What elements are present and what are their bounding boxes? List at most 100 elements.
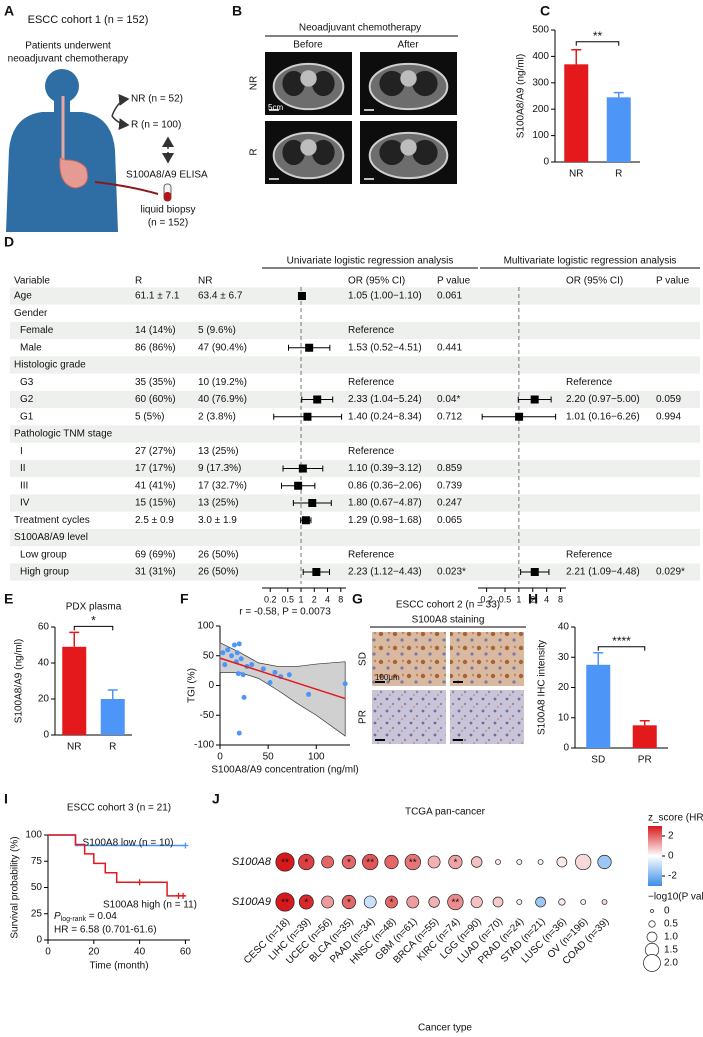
row-shade <box>10 390 700 409</box>
point <box>241 694 247 700</box>
y-tick-label: 500 <box>532 25 549 36</box>
odds-ratio <box>297 292 306 300</box>
point <box>222 662 228 668</box>
staining-image <box>372 632 446 686</box>
p-value: Plog-rank = 0.04 <box>54 911 117 924</box>
row-shade <box>10 563 700 581</box>
column-header: NR <box>198 276 212 287</box>
table-cell: Reference <box>348 325 395 336</box>
point <box>249 662 255 668</box>
censor-mark <box>136 879 143 886</box>
ci-cap <box>481 413 557 420</box>
column-group-title: Multivariate logistic regression analysi… <box>504 256 677 267</box>
bubble <box>535 896 546 908</box>
error-bar <box>69 631 80 647</box>
size-key <box>646 931 658 943</box>
size-key-label: 0 <box>664 906 670 917</box>
group-label: NR (n = 52) <box>131 94 183 105</box>
odds-ratio <box>530 395 539 404</box>
chart-title: TCGA pan-cancer <box>405 807 486 818</box>
table-cell: 14 (14%) <box>135 325 176 336</box>
column-header: R <box>135 276 142 287</box>
bubble <box>537 859 544 865</box>
column-label: Before <box>293 40 323 51</box>
chart-title: PDX plasma <box>66 602 122 613</box>
confidence-band <box>219 642 346 737</box>
staining-title: ESCC cohort 2 (n = 33) <box>396 600 500 611</box>
column-header: Variable <box>14 276 50 287</box>
table-cell: Female <box>20 325 54 336</box>
x-tick-label: R <box>615 169 622 180</box>
ci-cap <box>288 344 331 351</box>
table-cell: G2 <box>20 394 34 405</box>
table-cell: 1.29 (0.98−1.68) <box>348 515 422 526</box>
y-tick-label: 50 <box>31 882 43 893</box>
table-cell: 0.739 <box>437 480 462 491</box>
table-cell: 0.859 <box>437 463 462 474</box>
panel-label: B <box>232 3 242 19</box>
table-cell: Reference <box>566 377 613 388</box>
scale-label: 5cm <box>268 103 283 112</box>
table-cell: 69 (69%) <box>135 549 176 560</box>
table-cell: 0.061 <box>437 291 462 302</box>
table-cell: 5 (5%) <box>135 411 164 422</box>
table-cell: 26 (50%) <box>198 567 239 578</box>
size-key-label: 1.5 <box>664 945 678 956</box>
column-header: OR (95% CI) <box>566 276 623 287</box>
point <box>306 691 312 697</box>
table-cell: High group <box>20 567 69 578</box>
diagram-intro: neoadjuvant chemotherapy <box>8 54 129 65</box>
staining-image <box>372 690 446 744</box>
arrow <box>111 93 130 117</box>
row-label: NR <box>249 76 260 90</box>
row-shade <box>10 494 700 512</box>
table-cell: II <box>20 463 26 474</box>
table-cell: 35 (35%) <box>135 377 176 388</box>
y-tick-label: 30 <box>558 652 570 663</box>
bubble <box>575 853 592 871</box>
table-cell: 31 (31%) <box>135 567 176 578</box>
point <box>238 656 244 662</box>
human-head <box>45 69 79 103</box>
legend-label: S100A8 low (n = 10) <box>83 838 174 849</box>
odds-ratio <box>298 464 307 473</box>
significance-label: ** <box>409 858 417 869</box>
bubble <box>556 856 568 868</box>
table-cell: 1.80 (0.67−4.87) <box>348 498 422 509</box>
ci-cap <box>280 482 316 489</box>
table-cell: 0.023* <box>437 567 466 578</box>
table-cell: 0.065 <box>437 515 462 526</box>
x-tick-label: 60 <box>180 947 192 958</box>
color-tick-label: 0 <box>668 851 674 862</box>
error-bar <box>571 49 582 65</box>
bubble <box>363 895 377 909</box>
bubble <box>470 895 483 909</box>
significance-bracket <box>575 41 620 46</box>
x-tick-label: 0 <box>217 752 223 763</box>
size-key-label: 1.0 <box>664 932 678 943</box>
table-cell: Age <box>14 291 32 302</box>
x-axis-title: Cancer type <box>418 1023 472 1034</box>
panel-label: C <box>540 3 550 19</box>
table-cell: S100A8/A9 level <box>14 532 88 543</box>
significance-label: * <box>390 898 394 909</box>
odds-ratio <box>313 395 322 404</box>
bubble <box>447 893 464 911</box>
table-cell: 27 (27%) <box>135 446 176 457</box>
row-shade <box>10 356 700 374</box>
bubble <box>601 899 608 905</box>
table-cell: 0.712 <box>437 411 462 422</box>
significance-label: * <box>347 858 351 869</box>
panel-label: A <box>4 3 14 19</box>
bubble <box>298 853 315 871</box>
scale-label: 100μm <box>375 673 400 682</box>
row-shade <box>10 528 700 547</box>
x-tick-label: 4 <box>325 594 330 604</box>
y-tick-label: -100 <box>194 740 214 751</box>
bubble <box>427 855 441 869</box>
table-cell: 1.10 (0.39−3.12) <box>348 463 422 474</box>
table-cell: Reference <box>348 446 395 457</box>
survival-curve <box>48 834 186 897</box>
point <box>236 730 242 736</box>
error-bar <box>639 720 650 726</box>
